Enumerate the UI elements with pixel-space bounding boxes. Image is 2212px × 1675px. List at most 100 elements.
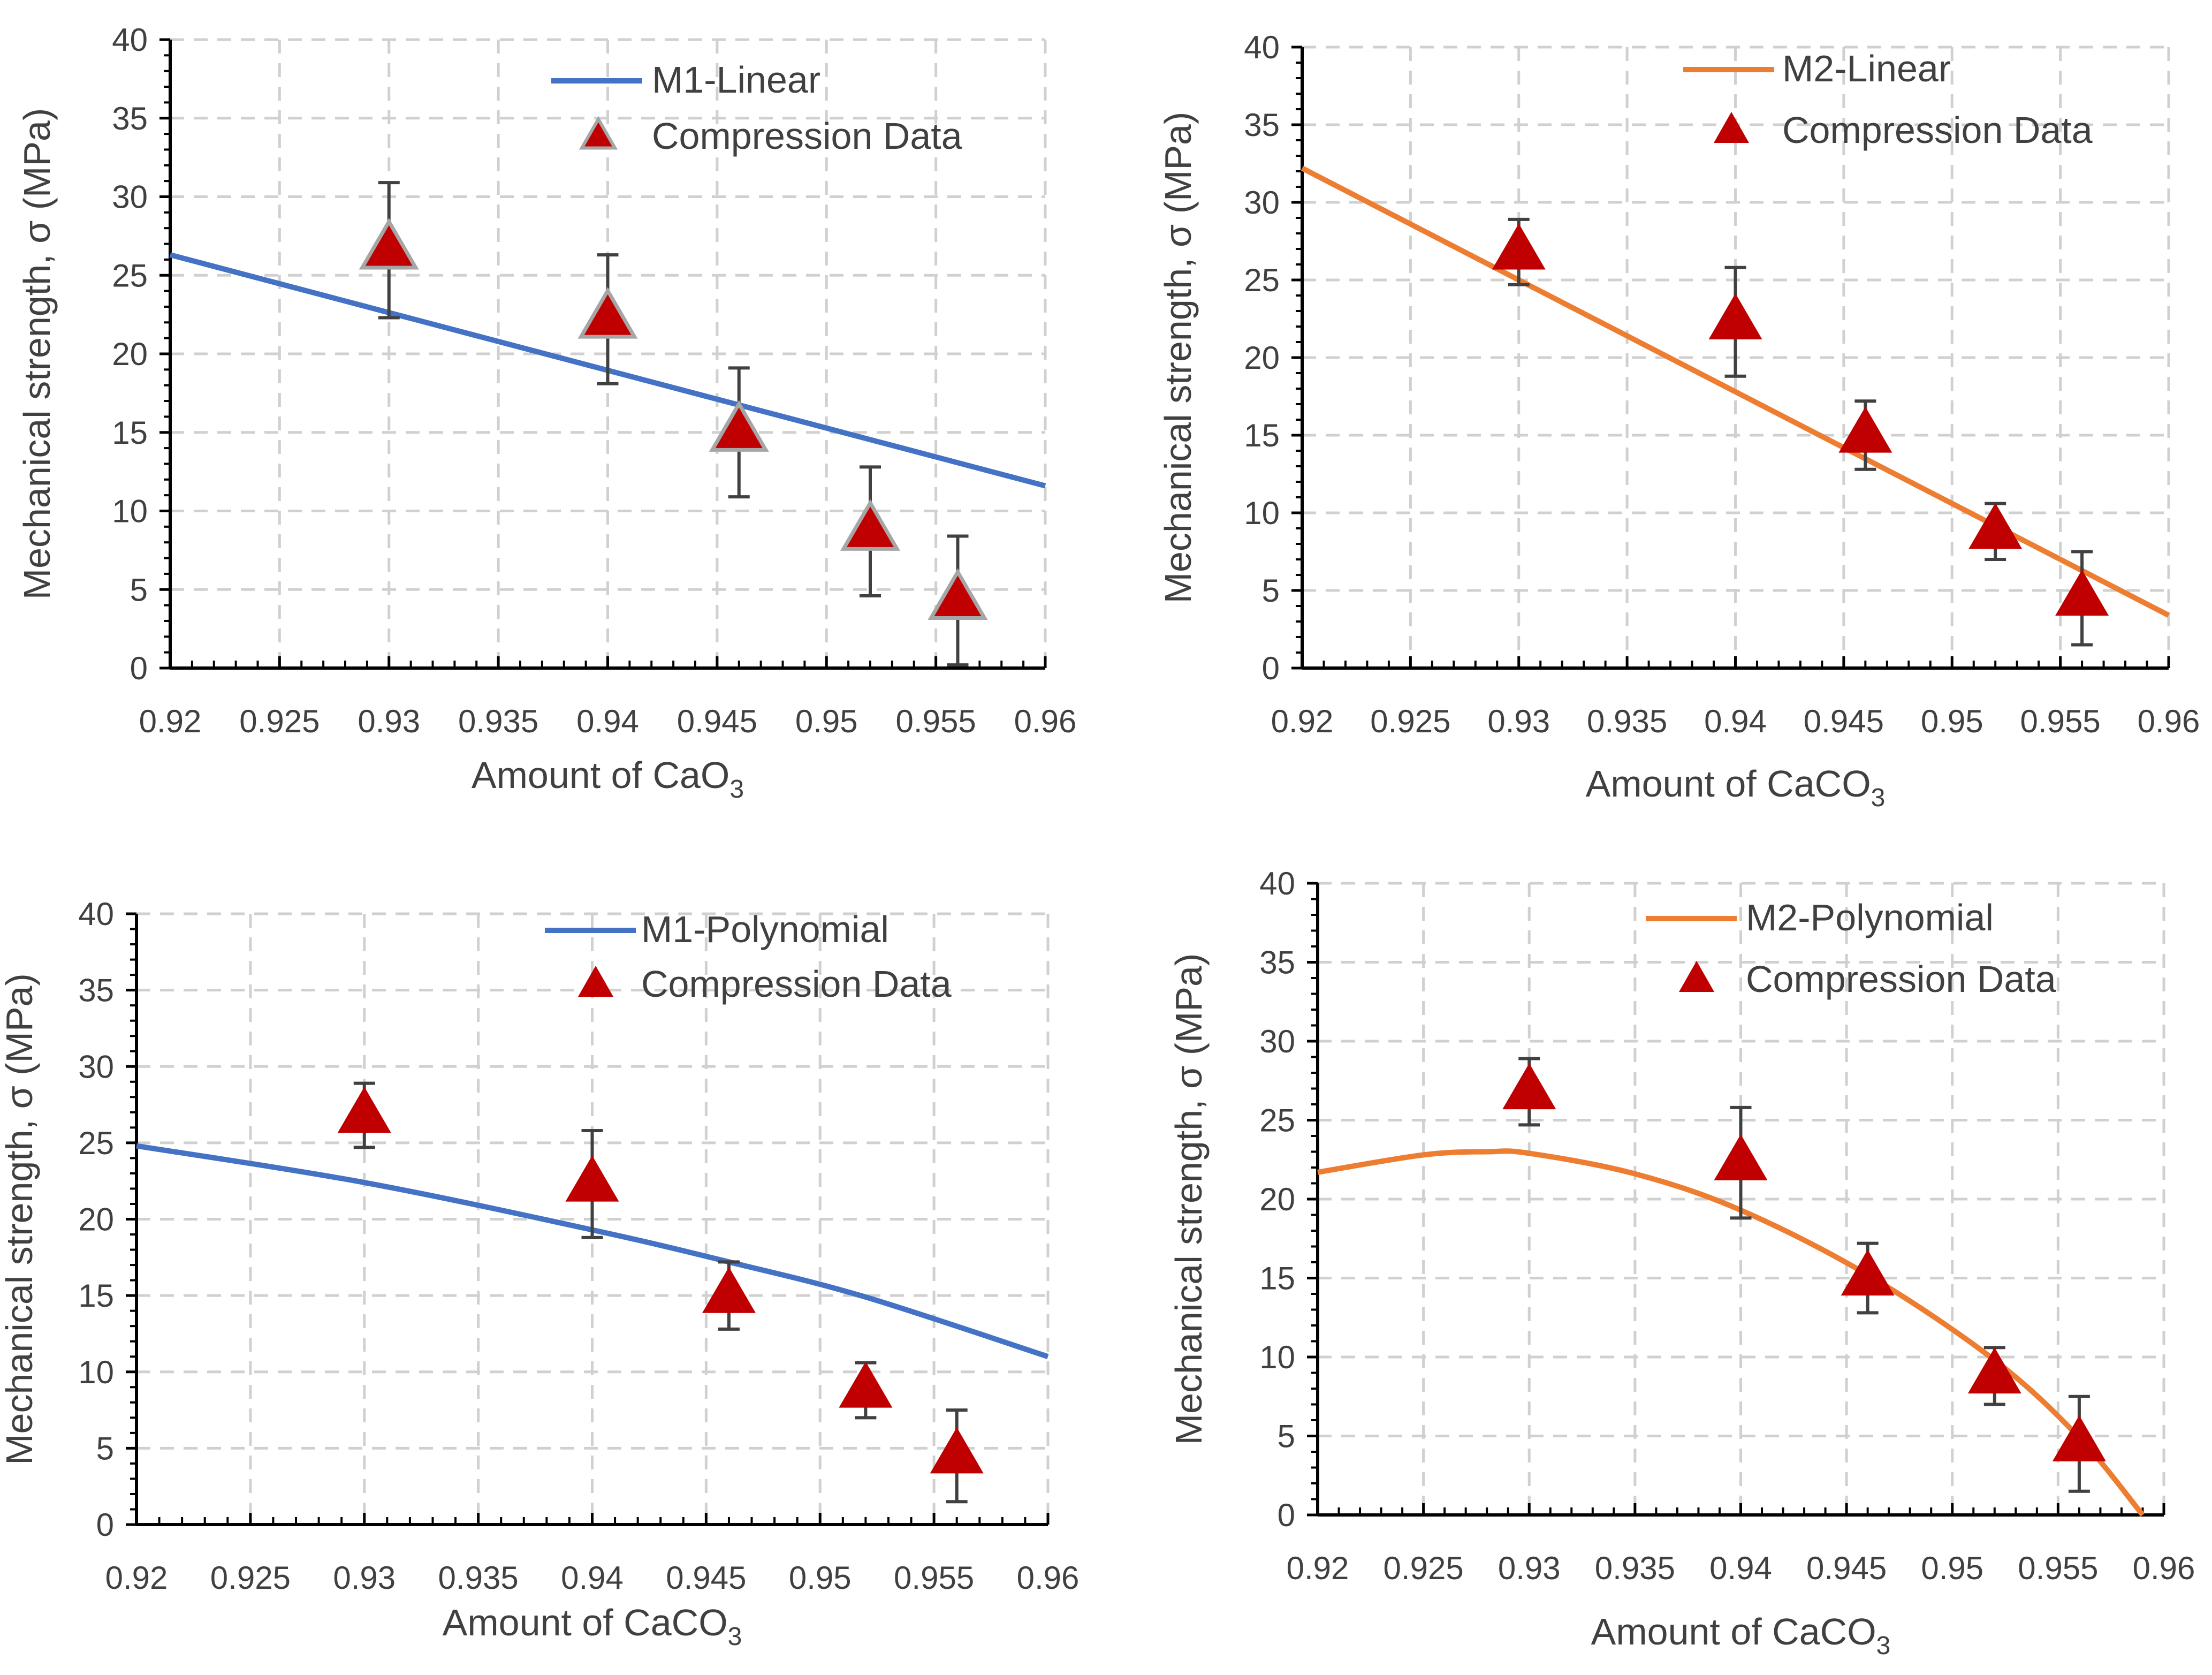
- fit-line: [1301, 165, 2170, 618]
- data-point-marker: [2055, 570, 2109, 616]
- legend: M2-Polynomial Compression Data: [1646, 897, 2056, 1000]
- legend-data-label: Compression Data: [652, 115, 962, 157]
- chart-m2-polynomial: 0.92 0.925 0.93 0.935 0.94 0.945 0.95 0.955 0.96…: [1168, 866, 2195, 1660]
- legend-data-label: Compression Data: [641, 963, 952, 1005]
- x-axis-title-subscript: 3: [1871, 784, 1886, 812]
- y-tick-label: 10: [112, 494, 148, 529]
- x-tick-label: 0.925: [1370, 703, 1450, 739]
- chart-m1-polynomial: 0.92 0.925 0.93 0.935 0.94 0.945 0.95 0.955 0.96…: [0, 896, 1079, 1651]
- y-tick-label: 15: [1244, 418, 1280, 453]
- y-tick-label: 15: [1259, 1261, 1295, 1297]
- x-tick-label: 0.92: [139, 703, 202, 739]
- y-tick-label: 10: [1259, 1339, 1295, 1375]
- y-tick-label: 30: [1259, 1024, 1295, 1059]
- x-tick-label: 0.92: [1271, 703, 1334, 739]
- x-tick-label: 0.925: [1384, 1550, 1464, 1586]
- x-axis-title: Amount of CaCO3: [1591, 1611, 1891, 1660]
- y-tick-label: 0: [130, 650, 148, 686]
- x-axis-title-subscript: 3: [1876, 1632, 1891, 1660]
- legend-data-label: Compression Data: [1782, 109, 2093, 151]
- x-axis-title: Amount of CaCO3: [443, 1602, 742, 1651]
- y-tick-label: 40: [1259, 866, 1295, 901]
- y-tick-label: 15: [112, 415, 148, 451]
- x-tick-label: 0.94: [561, 1560, 624, 1596]
- chart-m1-linear: 0.92 0.925 0.93 0.935 0.94 0.945 0.95 0.955 0.96…: [16, 22, 1076, 804]
- y-tick-label: 15: [78, 1278, 114, 1314]
- y-tick-label: 5: [130, 572, 148, 608]
- x-tick-label: 0.95: [1921, 1550, 1983, 1586]
- x-tick-label: 0.92: [1287, 1550, 1349, 1586]
- legend: M1-Linear Compression Data: [551, 59, 962, 157]
- x-tick-label: 0.935: [1595, 1550, 1675, 1586]
- y-axis-title: Mechanical strength, σ (MPa): [16, 108, 58, 600]
- y-tick-label: 35: [112, 101, 148, 137]
- data-point-marker: [1708, 293, 1762, 339]
- y-tick-label: 20: [78, 1202, 114, 1238]
- y-tick-label: 20: [1244, 340, 1280, 376]
- x-tick-label: 0.94: [576, 703, 639, 739]
- data-point-marker: [337, 1087, 391, 1133]
- y-tick-label: 5: [1278, 1419, 1295, 1454]
- y-tick-label: 30: [78, 1049, 114, 1085]
- x-tick-label: 0.94: [1704, 703, 1767, 739]
- legend-marker-swatch: [579, 116, 618, 150]
- legend-marker-swatch: [578, 966, 613, 997]
- legend-fit-label: M1-Linear: [652, 59, 820, 101]
- data-point-marker: [709, 400, 769, 452]
- y-tick-label: 25: [112, 257, 148, 293]
- data-point-marker: [1968, 503, 2023, 549]
- x-tick-label: 0.955: [2018, 1550, 2098, 1586]
- legend-fit-label: M2-Linear: [1782, 48, 1951, 89]
- x-tick-label: 0.945: [1804, 703, 1884, 739]
- y-tick-label: 30: [1244, 185, 1280, 221]
- x-tick-label: 0.92: [105, 1560, 168, 1596]
- x-tick-label: 0.93: [358, 703, 420, 739]
- legend-fit-label: M1-Polynomial: [641, 908, 889, 950]
- x-tick-label: 0.95: [795, 703, 858, 739]
- legend-data-label: Compression Data: [1746, 958, 2056, 1000]
- data-point-marker: [2052, 1415, 2106, 1461]
- legend-marker-swatch: [1679, 961, 1714, 992]
- data-point-marker: [1502, 1063, 1556, 1110]
- x-tick-label: 0.96: [1017, 1560, 1080, 1596]
- chart-m2-linear: 0.92 0.925 0.93 0.935 0.94 0.945 0.95 0.955 0.96…: [1157, 29, 2200, 812]
- x-tick-label: 0.945: [1806, 1550, 1887, 1586]
- x-tick-label: 0.935: [458, 703, 538, 739]
- data-point-marker: [1967, 1347, 2021, 1394]
- fit-line: [1317, 1148, 2145, 1517]
- y-tick-label: 35: [78, 973, 114, 1009]
- x-axis-title-subscript: 3: [729, 775, 744, 804]
- data-point-marker: [577, 287, 638, 339]
- legend-marker-swatch: [1714, 112, 1749, 143]
- y-tick-label: 0: [1278, 1497, 1295, 1533]
- data-point-marker: [1492, 223, 1546, 270]
- x-tick-label: 0.935: [1587, 703, 1667, 739]
- x-tick-label: 0.93: [1498, 1550, 1561, 1586]
- y-tick-label: 40: [78, 896, 114, 932]
- fit-line: [136, 1143, 1049, 1359]
- legend: M1-Polynomial Compression Data: [545, 908, 952, 1005]
- y-tick-label: 25: [1259, 1103, 1295, 1139]
- y-tick-label: 20: [1259, 1181, 1295, 1217]
- y-axis-title: Mechanical strength, σ (MPa): [0, 973, 40, 1465]
- y-tick-label: 20: [112, 336, 148, 372]
- x-tick-label: 0.945: [677, 703, 757, 739]
- x-tick-label: 0.945: [666, 1560, 746, 1596]
- x-tick-label: 0.96: [2133, 1550, 2195, 1586]
- data-point-marker: [359, 218, 419, 270]
- data-point-marker: [1841, 1249, 1895, 1296]
- legend: M2-Linear Compression Data: [1683, 48, 2093, 151]
- legend-fit-label: M2-Polynomial: [1746, 897, 1994, 938]
- data-point-marker: [839, 1361, 893, 1408]
- x-axis-title: Amount of CaO3: [472, 754, 744, 804]
- x-tick-label: 0.925: [239, 703, 320, 739]
- x-tick-label: 0.93: [1487, 703, 1550, 739]
- y-tick-label: 10: [78, 1354, 114, 1390]
- y-tick-label: 10: [1244, 495, 1280, 531]
- y-tick-label: 30: [112, 179, 148, 215]
- y-axis-title: Mechanical strength, σ (MPa): [1157, 112, 1199, 604]
- data-point-marker: [840, 499, 901, 551]
- data-point-marker: [702, 1267, 756, 1313]
- x-axis-title-subscript: 3: [728, 1623, 742, 1651]
